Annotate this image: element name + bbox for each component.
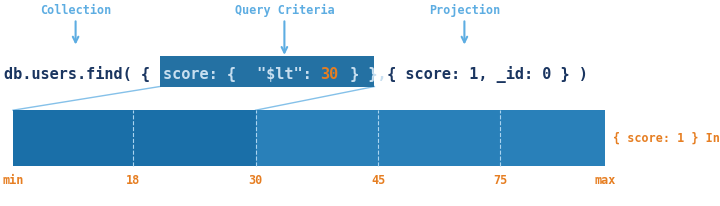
Text: 75: 75 (493, 174, 508, 187)
Text: } },: } }, (341, 67, 387, 82)
Text: 30: 30 (248, 174, 263, 187)
Text: 30: 30 (320, 67, 338, 82)
Text: 18: 18 (126, 174, 140, 187)
Text: { score: 1 } Index: { score: 1 } Index (613, 131, 720, 145)
Text: Projection: Projection (429, 4, 500, 17)
Text: max: max (594, 174, 616, 187)
Bar (13, 110, 605, 166)
Text: min: min (2, 174, 24, 187)
Text: "$lt":: "$lt": (257, 67, 321, 82)
Text: Collection: Collection (40, 4, 111, 17)
Bar (160, 56, 374, 87)
Text: Query Criteria: Query Criteria (235, 4, 334, 17)
Text: { score: 1, _id: 0 } ): { score: 1, _id: 0 } ) (378, 66, 588, 83)
Text: score: {: score: { (163, 67, 246, 82)
Text: db.users.find( {: db.users.find( { (4, 66, 158, 82)
Bar (13, 110, 256, 166)
Text: 45: 45 (371, 174, 385, 187)
